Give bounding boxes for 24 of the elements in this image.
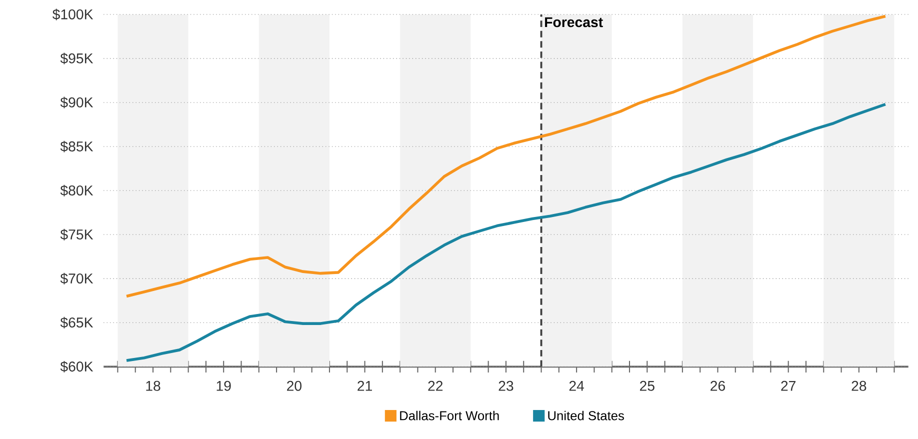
x-tick-label: 28 [852,380,866,391]
y-tick-label: $95K [60,52,94,64]
legend-label: Dallas-Fort Worth [400,410,499,420]
y-tick-label: $85K [60,140,94,152]
x-tick-label: 22 [428,380,443,391]
y-tick-label: $90K [60,96,94,108]
y-tick-label: $60K [60,360,94,372]
x-tick-label: 18 [146,380,160,391]
x-tick-label: 19 [216,380,231,391]
ref-line-label: Forecast [545,17,603,28]
legend-label: United States [548,410,624,420]
x-tick-label: 23 [498,380,514,391]
y-tick-label: $70K [60,272,94,284]
x-tick-label: 24 [569,380,584,391]
line-series [125,102,887,362]
y-tick-label: $100K [52,8,94,20]
x-tick-label: 26 [710,380,725,391]
x-tick-label: 21 [358,380,372,391]
x-tick-label: 25 [640,380,654,391]
y-tick-label: $65K [60,316,94,328]
x-tick-label: 20 [287,380,302,391]
y-tick-label: $75K [60,228,94,240]
y-tick-label: $80K [60,184,94,196]
x-tick-label: 27 [781,380,796,391]
